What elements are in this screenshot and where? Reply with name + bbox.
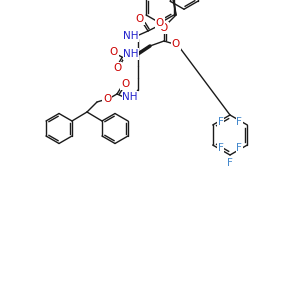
Text: O: O: [103, 94, 111, 104]
Text: F: F: [218, 143, 224, 153]
Text: NH: NH: [123, 31, 139, 41]
Text: O: O: [113, 63, 121, 73]
Text: O: O: [156, 18, 164, 28]
Text: F: F: [218, 117, 224, 127]
Text: F: F: [236, 117, 242, 127]
Text: O: O: [160, 23, 168, 33]
Text: F: F: [236, 143, 242, 153]
Text: NH: NH: [122, 92, 138, 102]
Text: O: O: [110, 47, 118, 57]
Text: O: O: [172, 39, 180, 49]
Text: O: O: [136, 14, 144, 24]
Text: F: F: [227, 158, 233, 168]
Text: O: O: [121, 79, 129, 89]
Text: NH: NH: [123, 49, 139, 59]
